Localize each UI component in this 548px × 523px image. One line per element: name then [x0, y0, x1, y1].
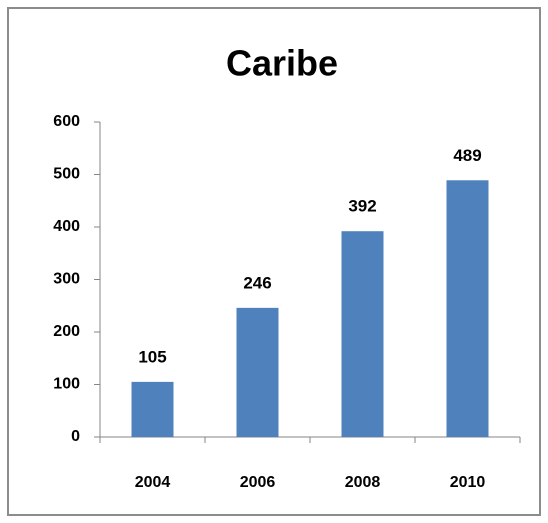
y-tick-label: 600 — [53, 113, 80, 130]
bar — [341, 231, 384, 437]
y-tick-label: 400 — [53, 218, 80, 235]
bar — [236, 307, 279, 437]
bar — [446, 180, 489, 437]
data-label: 246 — [243, 273, 271, 292]
data-label: 489 — [453, 146, 481, 165]
chart-title: Caribe — [226, 43, 338, 84]
x-tick-label: 2010 — [450, 474, 486, 491]
y-tick-label: 0 — [71, 428, 80, 445]
data-label: 392 — [348, 197, 376, 216]
y-tick-label: 200 — [53, 323, 80, 340]
y-tick-label: 100 — [53, 376, 80, 393]
data-label: 105 — [138, 347, 166, 366]
bar — [131, 381, 174, 437]
x-tick-label: 2006 — [240, 474, 276, 491]
y-tick-label: 500 — [53, 166, 80, 183]
x-tick-label: 2004 — [135, 474, 171, 491]
y-tick-label: 300 — [53, 271, 80, 288]
x-tick-label: 2008 — [345, 474, 381, 491]
